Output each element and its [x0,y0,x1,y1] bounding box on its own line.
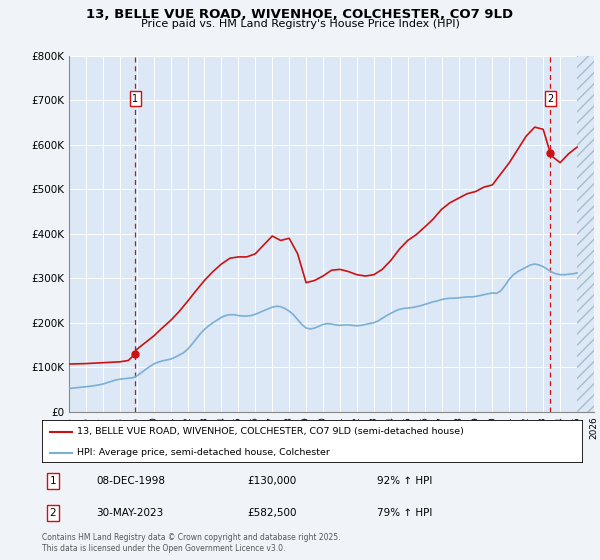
Text: 13, BELLE VUE ROAD, WIVENHOE, COLCHESTER, CO7 9LD: 13, BELLE VUE ROAD, WIVENHOE, COLCHESTER… [86,8,514,21]
Text: 13, BELLE VUE ROAD, WIVENHOE, COLCHESTER, CO7 9LD (semi-detached house): 13, BELLE VUE ROAD, WIVENHOE, COLCHESTER… [77,427,464,436]
Text: 30-MAY-2023: 30-MAY-2023 [96,508,163,518]
Text: 1: 1 [132,94,139,104]
Text: Contains HM Land Registry data © Crown copyright and database right 2025.
This d: Contains HM Land Registry data © Crown c… [42,533,341,553]
Text: 2: 2 [547,94,553,104]
Text: Price paid vs. HM Land Registry's House Price Index (HPI): Price paid vs. HM Land Registry's House … [140,19,460,29]
Text: 92% ↑ HPI: 92% ↑ HPI [377,476,432,486]
Text: 08-DEC-1998: 08-DEC-1998 [96,476,165,486]
Text: 1: 1 [49,476,56,486]
Bar [577,56,594,412]
Text: HPI: Average price, semi-detached house, Colchester: HPI: Average price, semi-detached house,… [77,448,330,458]
Text: £582,500: £582,500 [247,508,296,518]
Text: £130,000: £130,000 [247,476,296,486]
Text: 79% ↑ HPI: 79% ↑ HPI [377,508,432,518]
Text: 2: 2 [49,508,56,518]
